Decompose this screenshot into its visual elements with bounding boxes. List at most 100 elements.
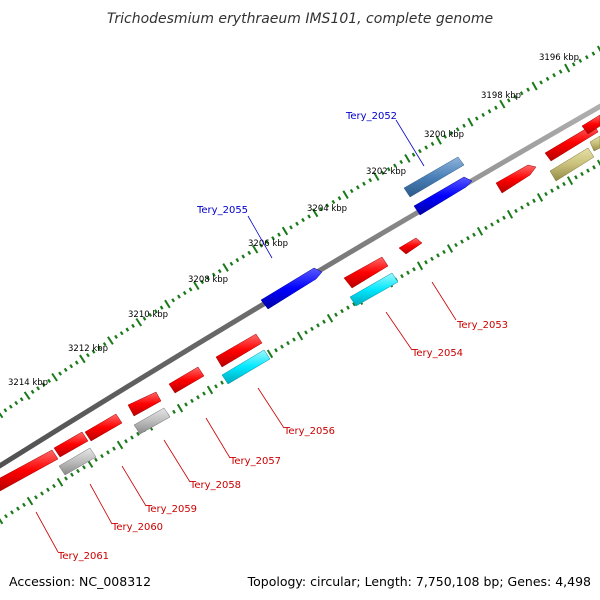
minor-tick xyxy=(131,323,135,328)
major-tick xyxy=(222,263,229,272)
minor-tick xyxy=(436,253,440,258)
minor-tick xyxy=(74,360,79,365)
gene-label-tery-2056[interactable]: Tery_2056 xyxy=(283,426,335,437)
kbp-label: 3206 kbp xyxy=(248,239,288,249)
minor-tick xyxy=(520,205,524,210)
minor-tick xyxy=(289,225,293,230)
kbp-label: 3212 kbp xyxy=(68,344,108,354)
gene-label-tery-2060[interactable]: Tery_2060 xyxy=(111,522,163,533)
minor-tick xyxy=(316,323,320,328)
gene-label-tery-2053[interactable]: Tery_2053 xyxy=(456,320,508,331)
minor-tick xyxy=(393,163,397,168)
gene-tery-2053-arrow[interactable] xyxy=(398,237,423,255)
gene-label-tery-2055[interactable]: Tery_2055 xyxy=(196,205,248,216)
gene-forward-arrow-olive-b[interactable] xyxy=(589,135,600,152)
minor-tick xyxy=(124,439,128,444)
minor-tick xyxy=(514,208,518,214)
major-tick xyxy=(176,403,184,413)
leader-tery-2058 xyxy=(163,439,191,483)
minor-tick xyxy=(102,342,107,347)
minor-tick xyxy=(556,185,560,190)
major-tick xyxy=(596,45,600,53)
minor-tick xyxy=(63,367,68,373)
major-tick xyxy=(373,172,380,181)
minor-tick xyxy=(10,510,14,515)
major-tick xyxy=(116,440,124,450)
gene-red-arrow-2056a[interactable] xyxy=(215,333,263,368)
minor-tick xyxy=(466,236,470,241)
gene-tery-2055-arrow[interactable] xyxy=(260,267,323,310)
minor-tick xyxy=(172,409,176,414)
minor-tick xyxy=(188,287,193,292)
major-tick xyxy=(251,244,259,254)
gene-forward-arrow-red-c[interactable] xyxy=(581,114,600,135)
gene-label-tery-2052[interactable]: Tery_2052 xyxy=(345,111,397,122)
minor-tick xyxy=(274,348,278,353)
minor-tick xyxy=(22,502,26,507)
minor-tick xyxy=(334,312,338,317)
gene-tery-2059-arrow[interactable] xyxy=(133,407,171,435)
gene-red-arrow-2054a[interactable] xyxy=(343,256,389,289)
major-tick xyxy=(56,477,64,487)
gene-forward-arrow-blue-2052[interactable] xyxy=(413,176,473,216)
minor-tick xyxy=(41,382,46,387)
gene-tery-2061-arrow[interactable] xyxy=(0,449,59,492)
minor-tick xyxy=(411,152,416,157)
major-tick xyxy=(266,349,274,359)
minor-tick xyxy=(14,400,19,406)
gene-forward-arrow-red-b[interactable] xyxy=(544,123,599,162)
minor-tick xyxy=(114,334,118,339)
minor-tick xyxy=(295,221,299,226)
minor-tick xyxy=(100,454,104,459)
gene-tery-2054-arrow[interactable] xyxy=(349,272,399,307)
reverse-strand-genes xyxy=(0,237,423,492)
major-tick xyxy=(51,372,58,382)
minor-tick xyxy=(539,80,543,85)
gene-tery-2060-arrow[interactable] xyxy=(58,447,97,476)
minor-tick xyxy=(91,349,96,354)
minor-tick xyxy=(571,62,576,67)
gene-label-tery-2059[interactable]: Tery_2059 xyxy=(145,504,197,515)
gene-label-tery-2057[interactable]: Tery_2057 xyxy=(229,456,281,467)
major-tick xyxy=(107,336,114,345)
minor-tick xyxy=(247,250,252,255)
gene-tery-2058-arrow[interactable] xyxy=(127,391,162,417)
minor-tick xyxy=(430,141,435,146)
minor-tick xyxy=(585,55,589,60)
gene-tery-2056-arrow[interactable] xyxy=(221,349,271,385)
minor-tick xyxy=(30,389,35,395)
major-tick xyxy=(404,153,411,163)
major-tick xyxy=(26,496,34,506)
minor-tick xyxy=(552,73,556,78)
minor-tick xyxy=(52,483,56,489)
minor-tick xyxy=(112,446,116,451)
gene-red-arrow-2060b[interactable] xyxy=(53,431,89,458)
minor-tick xyxy=(106,450,110,455)
kbp-label: 3198 kbp xyxy=(481,91,521,101)
accession-text: Accession: NC_008312 xyxy=(9,574,151,589)
minor-tick xyxy=(506,98,511,103)
gene-label-tery-2054[interactable]: Tery_2054 xyxy=(411,348,463,359)
major-tick xyxy=(0,412,4,419)
minor-tick xyxy=(368,178,373,183)
gene-forward-arrow-red-a[interactable] xyxy=(495,164,537,194)
major-tick xyxy=(311,208,319,218)
gene-red-arrow-2060a[interactable] xyxy=(84,413,123,442)
gene-label-tery-2061[interactable]: Tery_2061 xyxy=(57,551,109,562)
minor-tick xyxy=(4,514,8,519)
minor-tick xyxy=(70,472,74,477)
minor-tick xyxy=(286,341,290,346)
major-tick xyxy=(206,385,214,395)
leader-tery-2053 xyxy=(431,281,457,321)
minor-tick xyxy=(494,105,498,110)
minor-tick xyxy=(352,302,356,307)
minor-tick xyxy=(430,256,434,261)
gene-label-tery-2058[interactable]: Tery_2058 xyxy=(189,480,241,491)
gene-tery-2057-arrow[interactable] xyxy=(168,366,205,394)
gene-forward-arrow-olive-a[interactable] xyxy=(549,147,595,182)
minor-tick xyxy=(487,109,492,114)
minor-tick xyxy=(214,384,218,389)
kbp-label: 3200 kbp xyxy=(424,130,464,140)
gene-tery-2052-arrow[interactable] xyxy=(403,156,465,198)
